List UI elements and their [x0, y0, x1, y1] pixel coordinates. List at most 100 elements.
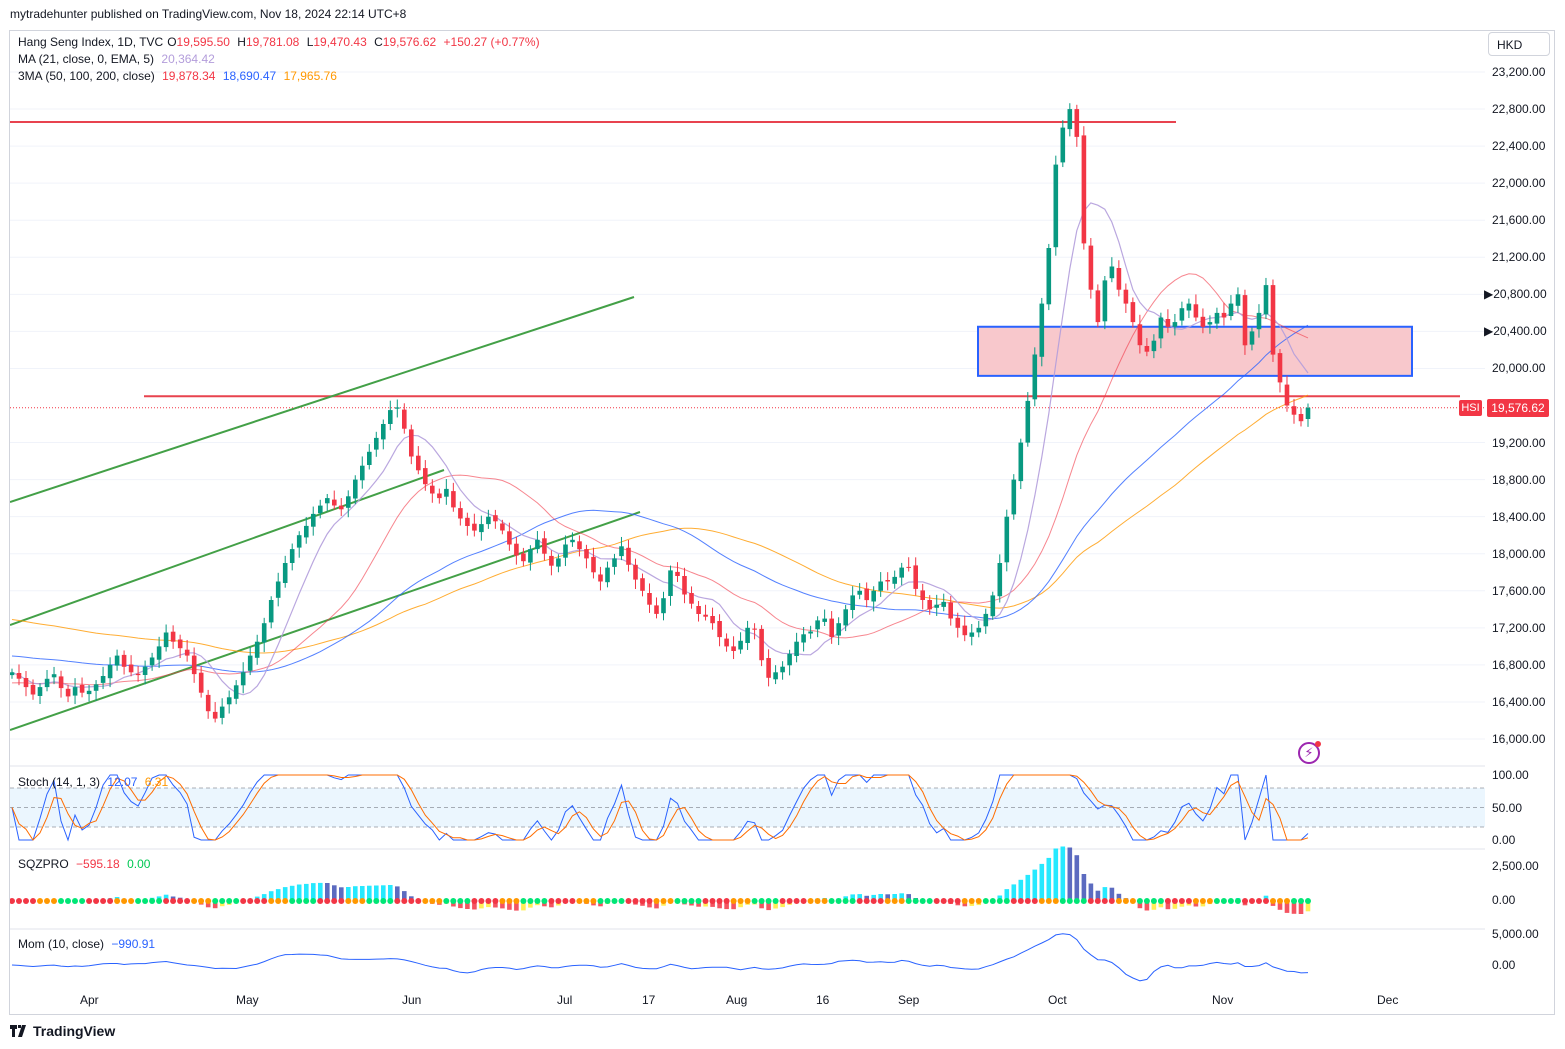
sqz-dot [1256, 898, 1262, 904]
stoch-axis-label: 0.00 [1492, 833, 1516, 847]
candle-body [549, 555, 554, 566]
legend-stoch: Stoch (14, 1, 3) 12.07 6.31 [18, 775, 172, 789]
candle-body [184, 649, 190, 656]
trend-line-2 [10, 469, 445, 626]
time-axis-label: May [236, 993, 259, 1007]
candle-body [668, 570, 673, 596]
sqz-dot [1234, 898, 1241, 904]
candle-body [724, 638, 729, 647]
currency-selector[interactable]: HKD [1488, 32, 1550, 56]
sqz-bar [773, 901, 778, 909]
sqz-axis-label: 2,500.00 [1492, 859, 1539, 873]
mom-axis-label: 5,000.00 [1492, 927, 1539, 941]
ma-50-line [11, 273, 1309, 686]
sqz-dot [163, 898, 170, 904]
sqz-bar [1046, 857, 1052, 901]
sqz-dot [1192, 898, 1199, 904]
sqz-dot [1080, 898, 1087, 904]
sqz-bar [1025, 874, 1031, 901]
candle-body [486, 516, 491, 525]
sqz-dot [198, 898, 205, 904]
sqz-dot [1122, 898, 1129, 904]
sqz-bar [857, 894, 862, 901]
sqz-bar [346, 887, 351, 901]
candle-body [1221, 312, 1227, 318]
sqz-dot [380, 898, 387, 904]
sqz-dot [1129, 898, 1136, 904]
candle-body [163, 632, 169, 648]
sqz-dot [786, 898, 793, 904]
sqz-bar [1004, 889, 1010, 901]
legend-sqz: SQZPRO −595.18 0.00 [18, 857, 154, 871]
main-price-chart[interactable] [10, 31, 1485, 1015]
sqz-dot [779, 898, 786, 904]
sqz-dot [58, 898, 64, 904]
price-axis-label: 16,400.00 [1492, 694, 1546, 709]
ma-21-line [11, 202, 1309, 696]
time-axis-label: Apr [80, 993, 99, 1007]
sqz-dot [415, 898, 422, 904]
candle-body [100, 676, 106, 683]
sqz-bar [885, 894, 890, 901]
candle-body [1018, 442, 1024, 482]
sqz-dot [1087, 898, 1094, 904]
candle-body [1200, 316, 1206, 327]
sqz-dot [884, 898, 891, 904]
candle-body [598, 574, 603, 582]
sqz-label: SQZPRO [18, 857, 69, 871]
price-axis-label: 20,000.00 [1492, 361, 1546, 376]
candle-body [1025, 400, 1031, 443]
sqz-bar [1116, 893, 1122, 901]
candle-body [1011, 479, 1017, 515]
candle-body [388, 410, 393, 424]
sqz-dot [996, 898, 1003, 904]
sqz-dot [317, 898, 324, 904]
tradingview-logo[interactable]: TradingView [10, 1023, 115, 1039]
sqz-dot [135, 898, 142, 904]
legend-open: 19,595.50 [176, 35, 230, 49]
candle-body [1214, 312, 1220, 324]
sqz-dot [611, 898, 618, 904]
flash-icon[interactable]: ⚡ [1298, 741, 1321, 764]
candle-body [332, 499, 337, 506]
candle-body [528, 549, 533, 563]
candle-body [1004, 516, 1010, 563]
candle-body [626, 547, 631, 565]
sqz-bar [332, 885, 337, 901]
time-axis-label: Dec [1377, 993, 1399, 1007]
candle-body [577, 541, 582, 550]
publisher-caption: mytradehunter published on TradingView.c… [10, 7, 407, 21]
sqz-bar [268, 891, 274, 901]
chart-frame [9, 30, 1555, 1015]
candle-body [710, 616, 715, 624]
candle-body [766, 658, 771, 678]
candle-body [1172, 322, 1178, 327]
sqz-bar [472, 901, 477, 910]
symbol-tag: HSI [1459, 400, 1482, 416]
sqz-bar [780, 901, 785, 908]
sqz-bar [892, 894, 897, 901]
sqz-dot [772, 898, 779, 904]
sqz-bar [282, 887, 288, 901]
sqz-dot [730, 898, 737, 904]
candle-body [535, 539, 540, 550]
candle-body [16, 673, 22, 679]
sqz-bar [738, 901, 743, 908]
sqz-dot [1024, 898, 1031, 904]
sqz-dot [758, 898, 765, 904]
sqz-dot [1206, 898, 1213, 904]
sqz-dot [338, 898, 345, 904]
sqz-dot [702, 898, 709, 904]
sqz-dot [401, 898, 408, 904]
time-axis-label: Oct [1048, 993, 1067, 1007]
sqz-dot [744, 898, 751, 904]
candle-body [79, 684, 85, 693]
sqz-bar [1039, 863, 1045, 901]
candle-body [233, 685, 239, 699]
price-axis-label: 22,800.00 [1492, 102, 1546, 117]
candle-body [1249, 331, 1255, 345]
sqz-dot [30, 898, 36, 904]
candle-body [1116, 268, 1122, 290]
legend-ma-label: MA (21, close, 0, EMA, 5) [18, 52, 155, 66]
candle-body [885, 580, 890, 582]
